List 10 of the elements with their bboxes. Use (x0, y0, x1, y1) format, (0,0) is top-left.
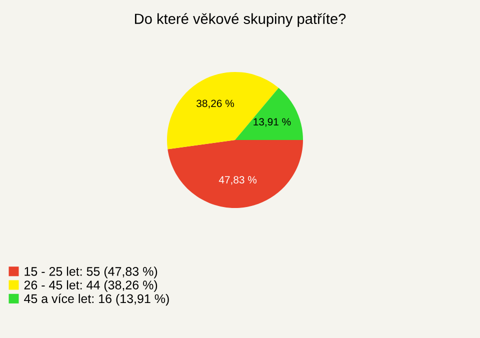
legend-label: 45 a více let: 16 (13,91 %) (24, 294, 169, 306)
legend-label: 15 - 25 let: 55 (47,83 %) (24, 266, 158, 278)
data-label: 38,26 % (196, 100, 234, 108)
legend-label: 26 - 45 let: 44 (38,26 %) (24, 280, 158, 292)
pie-slice (235, 88, 303, 140)
data-label: 13,91 % (254, 118, 291, 127)
chart-title: Do které věkové skupiny patříte? (135, 13, 346, 27)
pie-slice (167, 72, 279, 150)
pie-slice (168, 140, 303, 208)
data-label: 47,83 % (218, 176, 257, 185)
